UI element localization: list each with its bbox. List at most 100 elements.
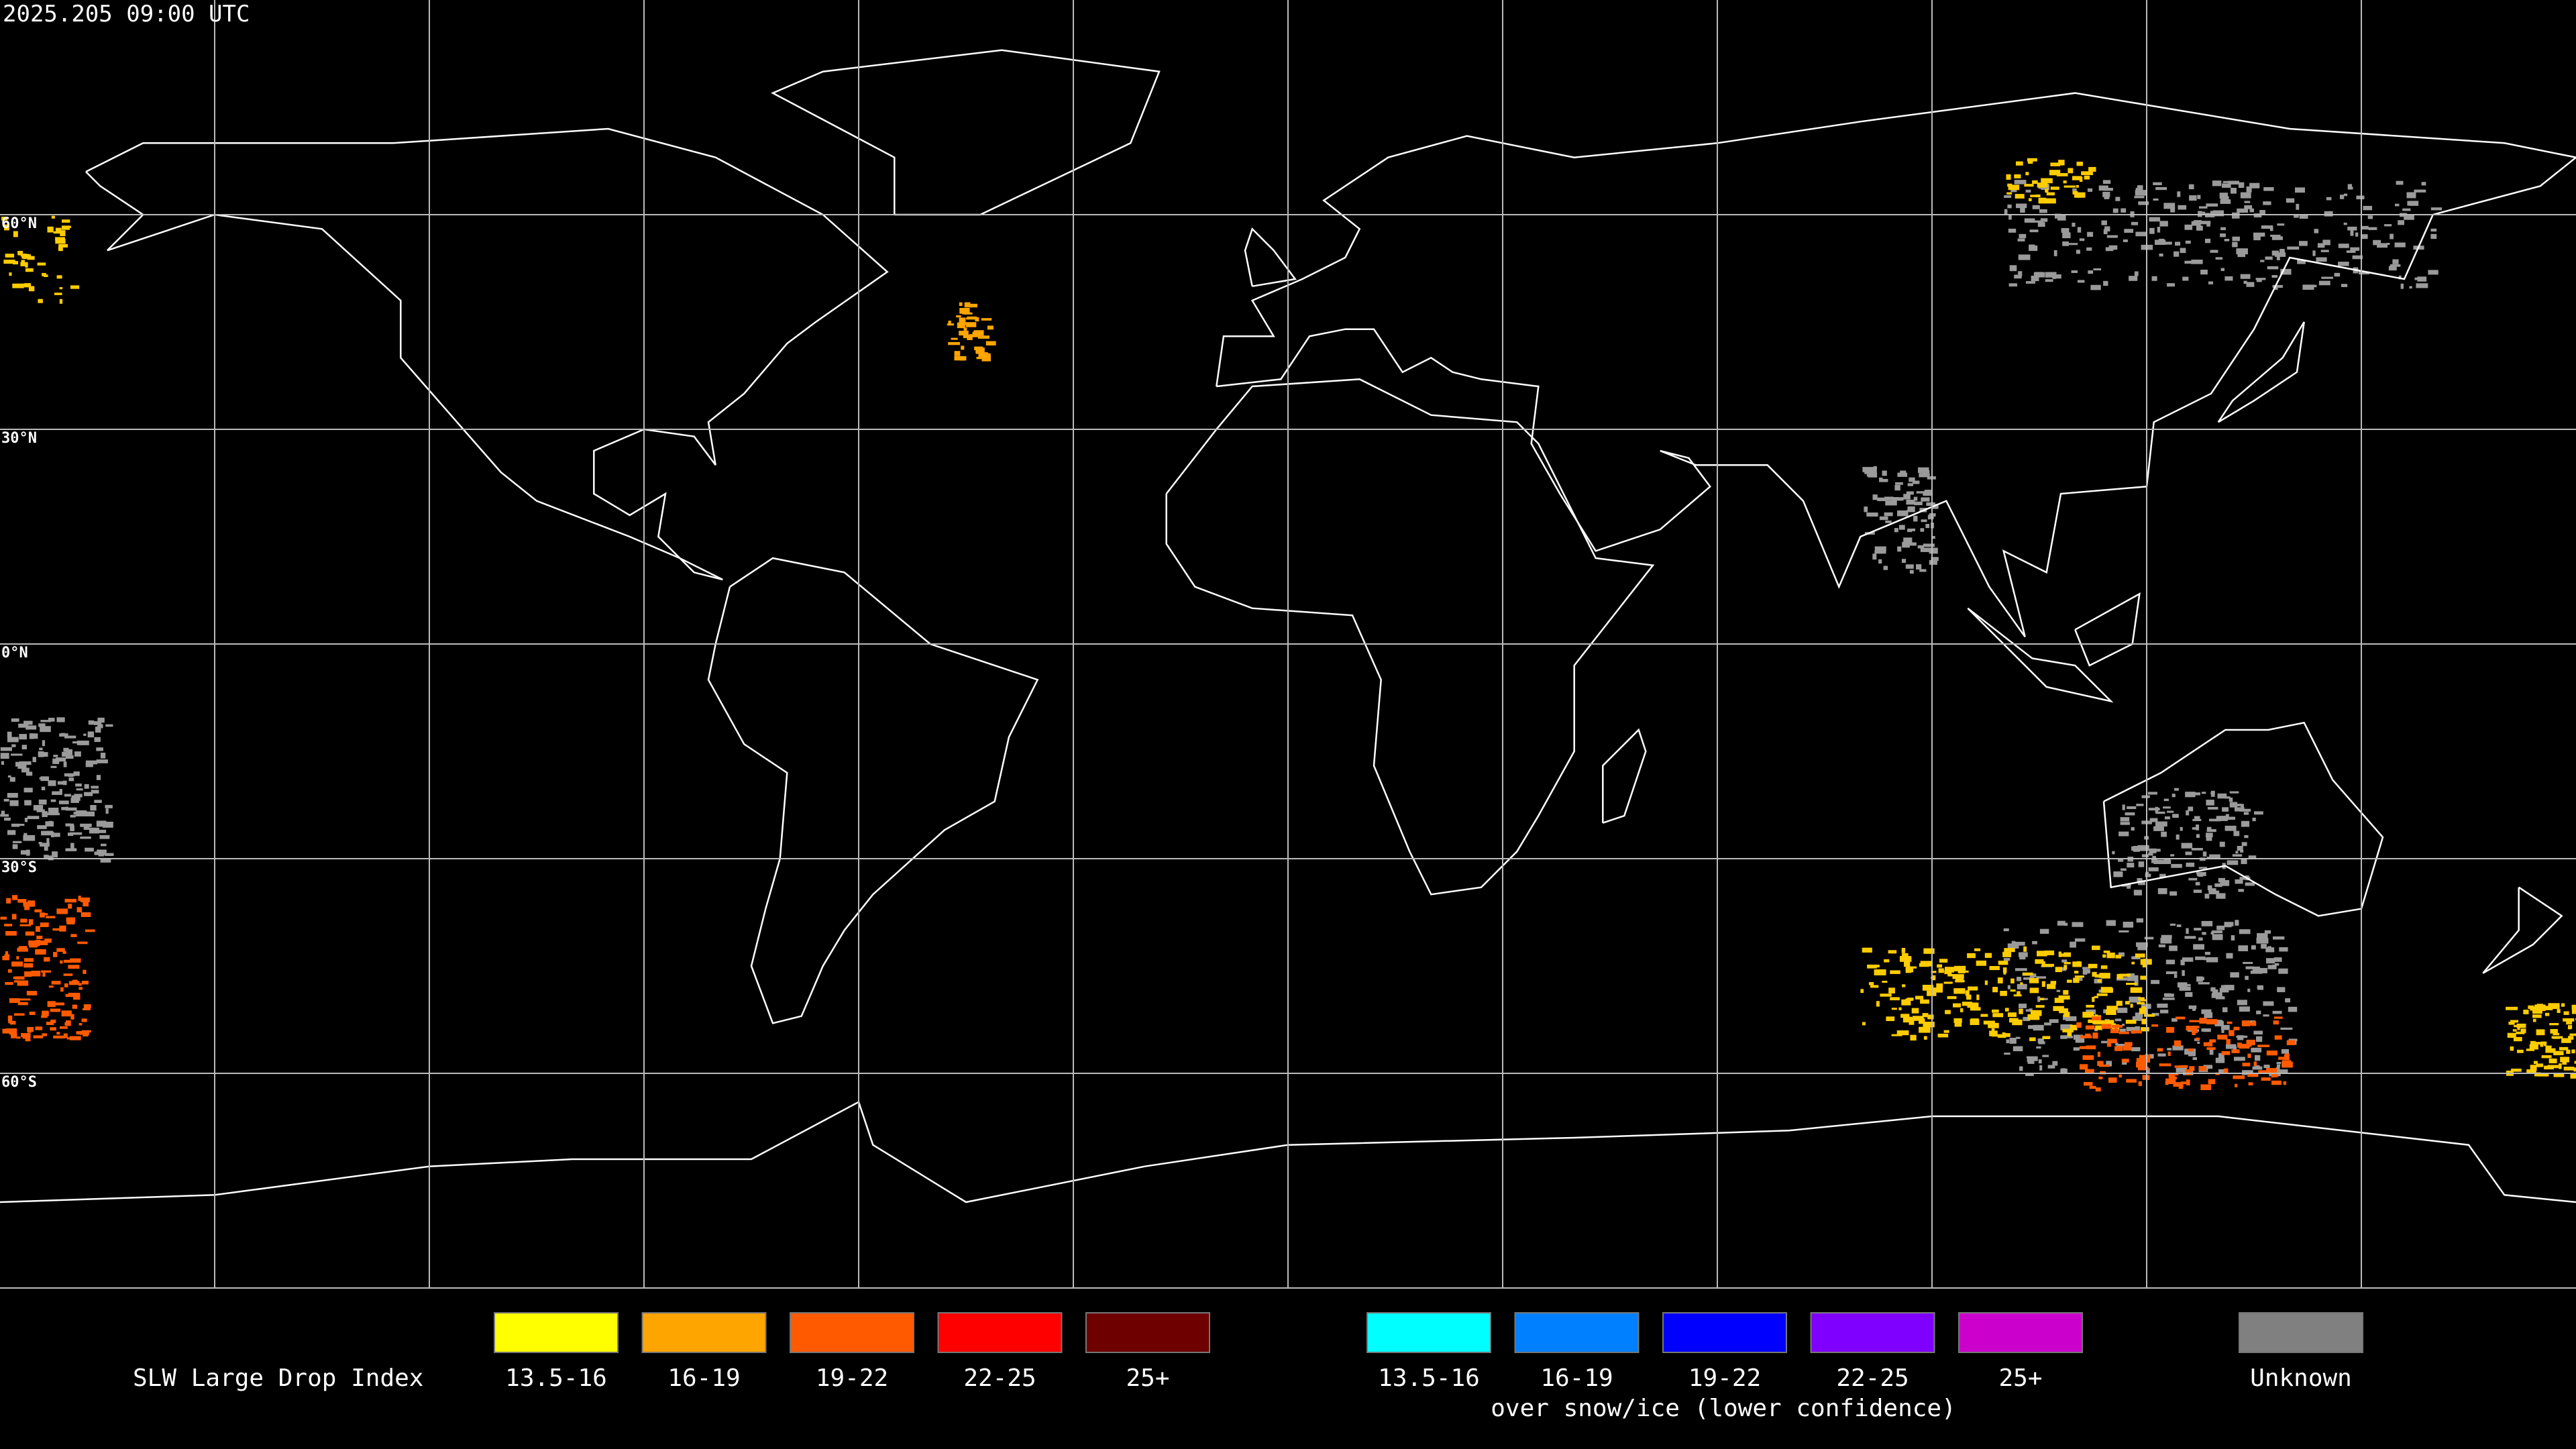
cloud-speck — [2095, 1087, 2101, 1092]
cloud-speck — [2025, 172, 2029, 176]
cloud-speck — [2077, 280, 2085, 283]
cloud-speck — [83, 1008, 91, 1011]
cloud-speck — [2121, 884, 2131, 887]
cloud-speck — [2052, 1061, 2058, 1066]
cloud-speck — [68, 225, 72, 228]
cloud-speck — [2129, 276, 2138, 281]
cloud-speck — [2274, 963, 2279, 966]
cloud-speck — [2208, 281, 2214, 284]
cloud-speck — [977, 335, 989, 339]
cloud-speck — [7, 830, 16, 835]
cloud-speck — [78, 896, 81, 902]
cloud-speck — [2000, 991, 2007, 996]
cloud-speck — [55, 227, 62, 232]
cloud-speck — [2029, 977, 2039, 983]
cloud-speck — [2517, 1049, 2524, 1053]
legend: 13.5-16 16-19 19-22 22-25 25+ 13.5-16 16-19 19-… — [494, 1312, 2363, 1392]
cloud-speck — [60, 960, 63, 964]
cloud-speck — [2214, 883, 2222, 888]
cloud-speck — [2430, 228, 2437, 232]
cloud-speck — [2180, 959, 2185, 965]
cloud-speck — [2194, 220, 2202, 225]
cloud-speck — [17, 948, 28, 952]
cloud-speck — [1980, 1014, 1988, 1017]
cloud-speck — [35, 1026, 43, 1030]
cloud-speck — [1965, 990, 1970, 996]
cloud-speck — [90, 805, 97, 811]
cloud-speck — [2025, 281, 2035, 284]
cloud-speck — [2030, 1010, 2042, 1016]
cloud-speck — [1931, 536, 1935, 539]
cloud-speck — [2506, 1006, 2518, 1010]
cloud-speck — [2430, 233, 2437, 239]
cloud-speck — [2016, 161, 2023, 166]
cloud-speck — [2189, 195, 2197, 201]
cloud-speck — [2273, 936, 2285, 940]
cloud-speck — [2536, 1029, 2545, 1036]
cloud-speck — [2144, 1014, 2155, 1017]
cloud-speck — [2131, 1030, 2142, 1034]
cloud-speck — [2196, 834, 2200, 838]
cloud-speck — [2256, 1010, 2261, 1014]
cloud-speck — [2094, 974, 2102, 978]
cloud-speck — [2210, 250, 2218, 253]
cloud-speck — [2402, 208, 2411, 211]
legend-swatch — [641, 1312, 767, 1353]
cloud-speck — [1864, 506, 1868, 513]
cloud-speck — [2149, 227, 2155, 234]
cloud-speck — [2226, 1021, 2233, 1024]
cloud-speck — [2174, 251, 2180, 257]
cloud-speck — [2195, 956, 2206, 961]
cloud-speck — [29, 1012, 36, 1016]
cloud-speck — [2063, 952, 2072, 957]
cloud-speck — [1906, 491, 1914, 495]
cloud-speck — [7, 731, 12, 738]
cloud-speck — [2200, 270, 2208, 275]
cloud-speck — [2063, 922, 2068, 926]
cloud-speck — [1945, 1010, 1951, 1014]
cloud-speck — [2084, 1081, 2093, 1086]
legend-swatch — [1366, 1312, 1491, 1353]
cloud-speck — [93, 721, 102, 725]
cloud-speck — [2192, 827, 2198, 830]
cloud-speck — [2510, 1046, 2514, 1051]
cloud-speck — [65, 807, 77, 811]
cloud-speck — [2080, 1035, 2092, 1038]
cloud-speck — [1919, 963, 1929, 967]
cloud-speck — [2273, 1020, 2279, 1025]
cloud-speck — [2553, 1073, 2565, 1077]
cloud-speck — [70, 823, 74, 826]
cloud-speck — [11, 718, 19, 722]
cloud-speck — [2142, 963, 2147, 968]
cloud-speck — [2037, 222, 2045, 227]
cloud-speck — [2046, 192, 2055, 196]
cloud-speck — [61, 806, 68, 810]
cloud-speck — [2540, 1041, 2547, 1044]
cloud-speck — [2125, 1001, 2130, 1005]
cloud-speck — [66, 920, 72, 924]
cloud-speck — [2122, 804, 2125, 810]
cloud-speck — [2390, 264, 2401, 267]
cloud-speck — [23, 283, 32, 288]
cloud-speck — [25, 268, 34, 272]
cloud-speck — [2037, 182, 2048, 188]
cloud-speck — [2160, 1010, 2169, 1014]
cloud-speck — [0, 753, 9, 759]
cloud-speck — [2062, 241, 2069, 246]
cloud-speck — [2198, 873, 2203, 877]
cloud-speck — [2137, 946, 2147, 951]
cloud-speck — [1884, 512, 1893, 517]
cloud-speck — [2210, 790, 2215, 797]
cloud-speck — [2229, 798, 2233, 802]
cloud-speck — [1912, 480, 1920, 484]
cloud-speck — [9, 777, 15, 782]
cloud-speck — [2117, 1008, 2128, 1014]
cloud-speck — [1872, 553, 1877, 560]
cloud-speck — [21, 254, 32, 259]
cloud-speck — [2049, 1019, 2059, 1023]
cloud-speck — [2053, 250, 2057, 256]
cloud-speck — [33, 1035, 44, 1038]
cloud-speck — [2232, 212, 2240, 219]
cloud-speck — [4, 224, 9, 231]
cloud-speck — [2032, 205, 2040, 209]
